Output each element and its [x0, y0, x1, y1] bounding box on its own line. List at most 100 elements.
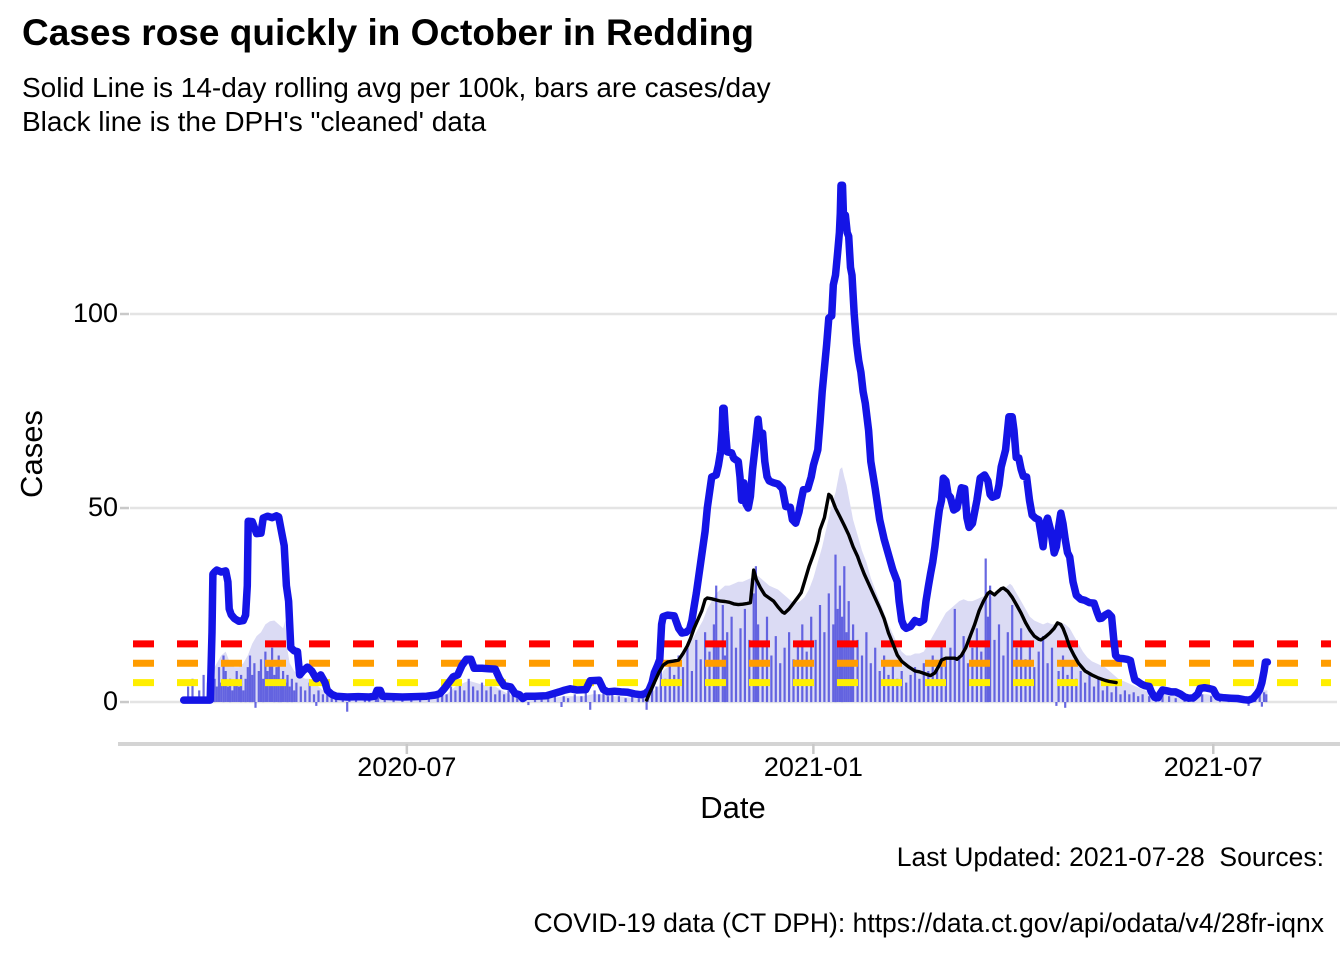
daily-cases-bar — [743, 608, 746, 702]
daily-cases-bar — [251, 674, 254, 703]
chart-subtitle-line1: Solid Line is 14-day rolling avg per 100… — [22, 72, 771, 103]
daily-cases-bar — [832, 624, 835, 702]
daily-cases-bar — [264, 651, 267, 702]
daily-cases-bar — [726, 632, 729, 702]
daily-cases-bar — [233, 682, 236, 702]
daily-cases-bar — [1064, 702, 1067, 708]
daily-cases-bar — [949, 647, 952, 702]
x-tick-label: 2021-07 — [1163, 752, 1263, 782]
daily-cases-bar — [788, 632, 791, 702]
daily-cases-bar — [449, 686, 453, 702]
daily-cases-bar — [765, 616, 769, 703]
daily-cases-bar — [246, 667, 249, 702]
daily-cases-bar — [240, 674, 243, 703]
daily-cases-bar — [847, 601, 850, 702]
daily-cases-bar — [1128, 694, 1131, 703]
daily-cases-bar — [288, 686, 291, 702]
daily-cases-bar — [1110, 692, 1113, 702]
daily-cases-bar — [1037, 651, 1040, 702]
daily-cases-bar — [293, 690, 296, 702]
daily-cases-bar — [865, 632, 868, 702]
daily-cases-bar — [651, 682, 654, 702]
daily-cases-bar — [1002, 655, 1005, 703]
daily-cases-bar — [860, 655, 864, 703]
daily-cases-bar — [1042, 636, 1045, 703]
daily-cases-bar — [1101, 690, 1104, 702]
daily-cases-bar — [317, 690, 320, 702]
daily-cases-bar — [874, 647, 877, 702]
daily-cases-bar — [686, 647, 689, 702]
daily-cases-bar — [1148, 696, 1151, 702]
daily-cases-bar — [1132, 692, 1135, 702]
daily-cases-bar — [611, 694, 614, 703]
daily-cases-bar — [1088, 674, 1091, 703]
daily-cases-bar — [849, 643, 852, 702]
chart-subtitle-line2: Black line is the DPH's "cleaned' data — [22, 106, 487, 137]
daily-cases-bar — [1201, 694, 1204, 703]
daily-cases-bar — [1075, 678, 1078, 703]
daily-cases-bar — [690, 671, 693, 702]
daily-cases-bar — [573, 694, 576, 703]
daily-cases-bar — [476, 690, 479, 702]
daily-cases-bar — [213, 678, 216, 703]
daily-cases-bar — [699, 659, 702, 702]
daily-cases-bar — [1028, 643, 1031, 702]
daily-cases-bar — [1050, 647, 1054, 702]
daily-cases-bar — [931, 655, 934, 703]
daily-cases-bar — [580, 696, 583, 702]
daily-cases-bar — [655, 686, 658, 702]
daily-cases-bar — [567, 698, 570, 703]
daily-cases-bar — [507, 690, 510, 702]
daily-cases-bar — [445, 694, 448, 703]
daily-cases-bar — [805, 651, 808, 702]
daily-cases-bar — [980, 651, 983, 702]
daily-cases-bar — [779, 663, 782, 702]
daily-cases-bar — [202, 674, 205, 703]
daily-cases-bar — [856, 639, 859, 702]
daily-cases-bar — [1097, 678, 1100, 703]
daily-cases-bar — [516, 696, 519, 702]
daily-cases-bar — [511, 694, 514, 703]
daily-cases-bar — [1015, 647, 1018, 702]
daily-cases-bar — [878, 671, 881, 702]
daily-cases-bar — [308, 682, 311, 702]
rolling-avg-line — [179, 181, 1272, 704]
daily-cases-bar — [796, 643, 799, 702]
daily-cases-bar — [1106, 682, 1109, 702]
daily-cases-bar — [1161, 694, 1164, 703]
daily-cases-bar — [748, 639, 751, 702]
daily-cases-bar — [1061, 655, 1065, 703]
daily-cases-bar — [940, 643, 943, 702]
y-tick-label: 100 — [72, 298, 118, 328]
caption: Last Updated: 2021-07-28 Sources: COVID-… — [534, 841, 1324, 960]
daily-cases-bar — [326, 690, 329, 702]
daily-cases-bar — [598, 694, 601, 703]
daily-cases-bar — [631, 696, 634, 702]
daily-cases-bar — [1011, 605, 1014, 702]
daily-cases-bar — [231, 690, 234, 702]
daily-cases-bar — [237, 686, 240, 702]
daily-cases-bar — [1057, 671, 1060, 702]
daily-cases-bar — [257, 671, 260, 702]
daily-cases-bar — [503, 694, 506, 703]
daily-cases-bar — [752, 593, 755, 702]
daily-cases-bar — [810, 616, 813, 703]
daily-cases-bar — [282, 671, 285, 702]
daily-cases-bar — [1033, 667, 1036, 702]
daily-cases-bar — [1260, 702, 1263, 707]
daily-cases-bar — [721, 605, 724, 702]
daily-cases-bar — [312, 694, 316, 703]
daily-cases-bar — [723, 655, 727, 703]
daily-cases-bar — [1084, 682, 1087, 702]
daily-cases-bar — [734, 647, 738, 702]
daily-cases-bar — [533, 698, 537, 703]
daily-cases-bar — [279, 678, 282, 703]
daily-cases-bar — [962, 636, 965, 703]
daily-cases-bar — [1055, 702, 1058, 706]
daily-cases-bar — [187, 686, 190, 702]
daily-cases-bar — [383, 698, 386, 703]
daily-cases-bar — [918, 678, 921, 703]
daily-cases-bar — [472, 686, 475, 702]
daily-cases-bar — [1123, 690, 1126, 702]
